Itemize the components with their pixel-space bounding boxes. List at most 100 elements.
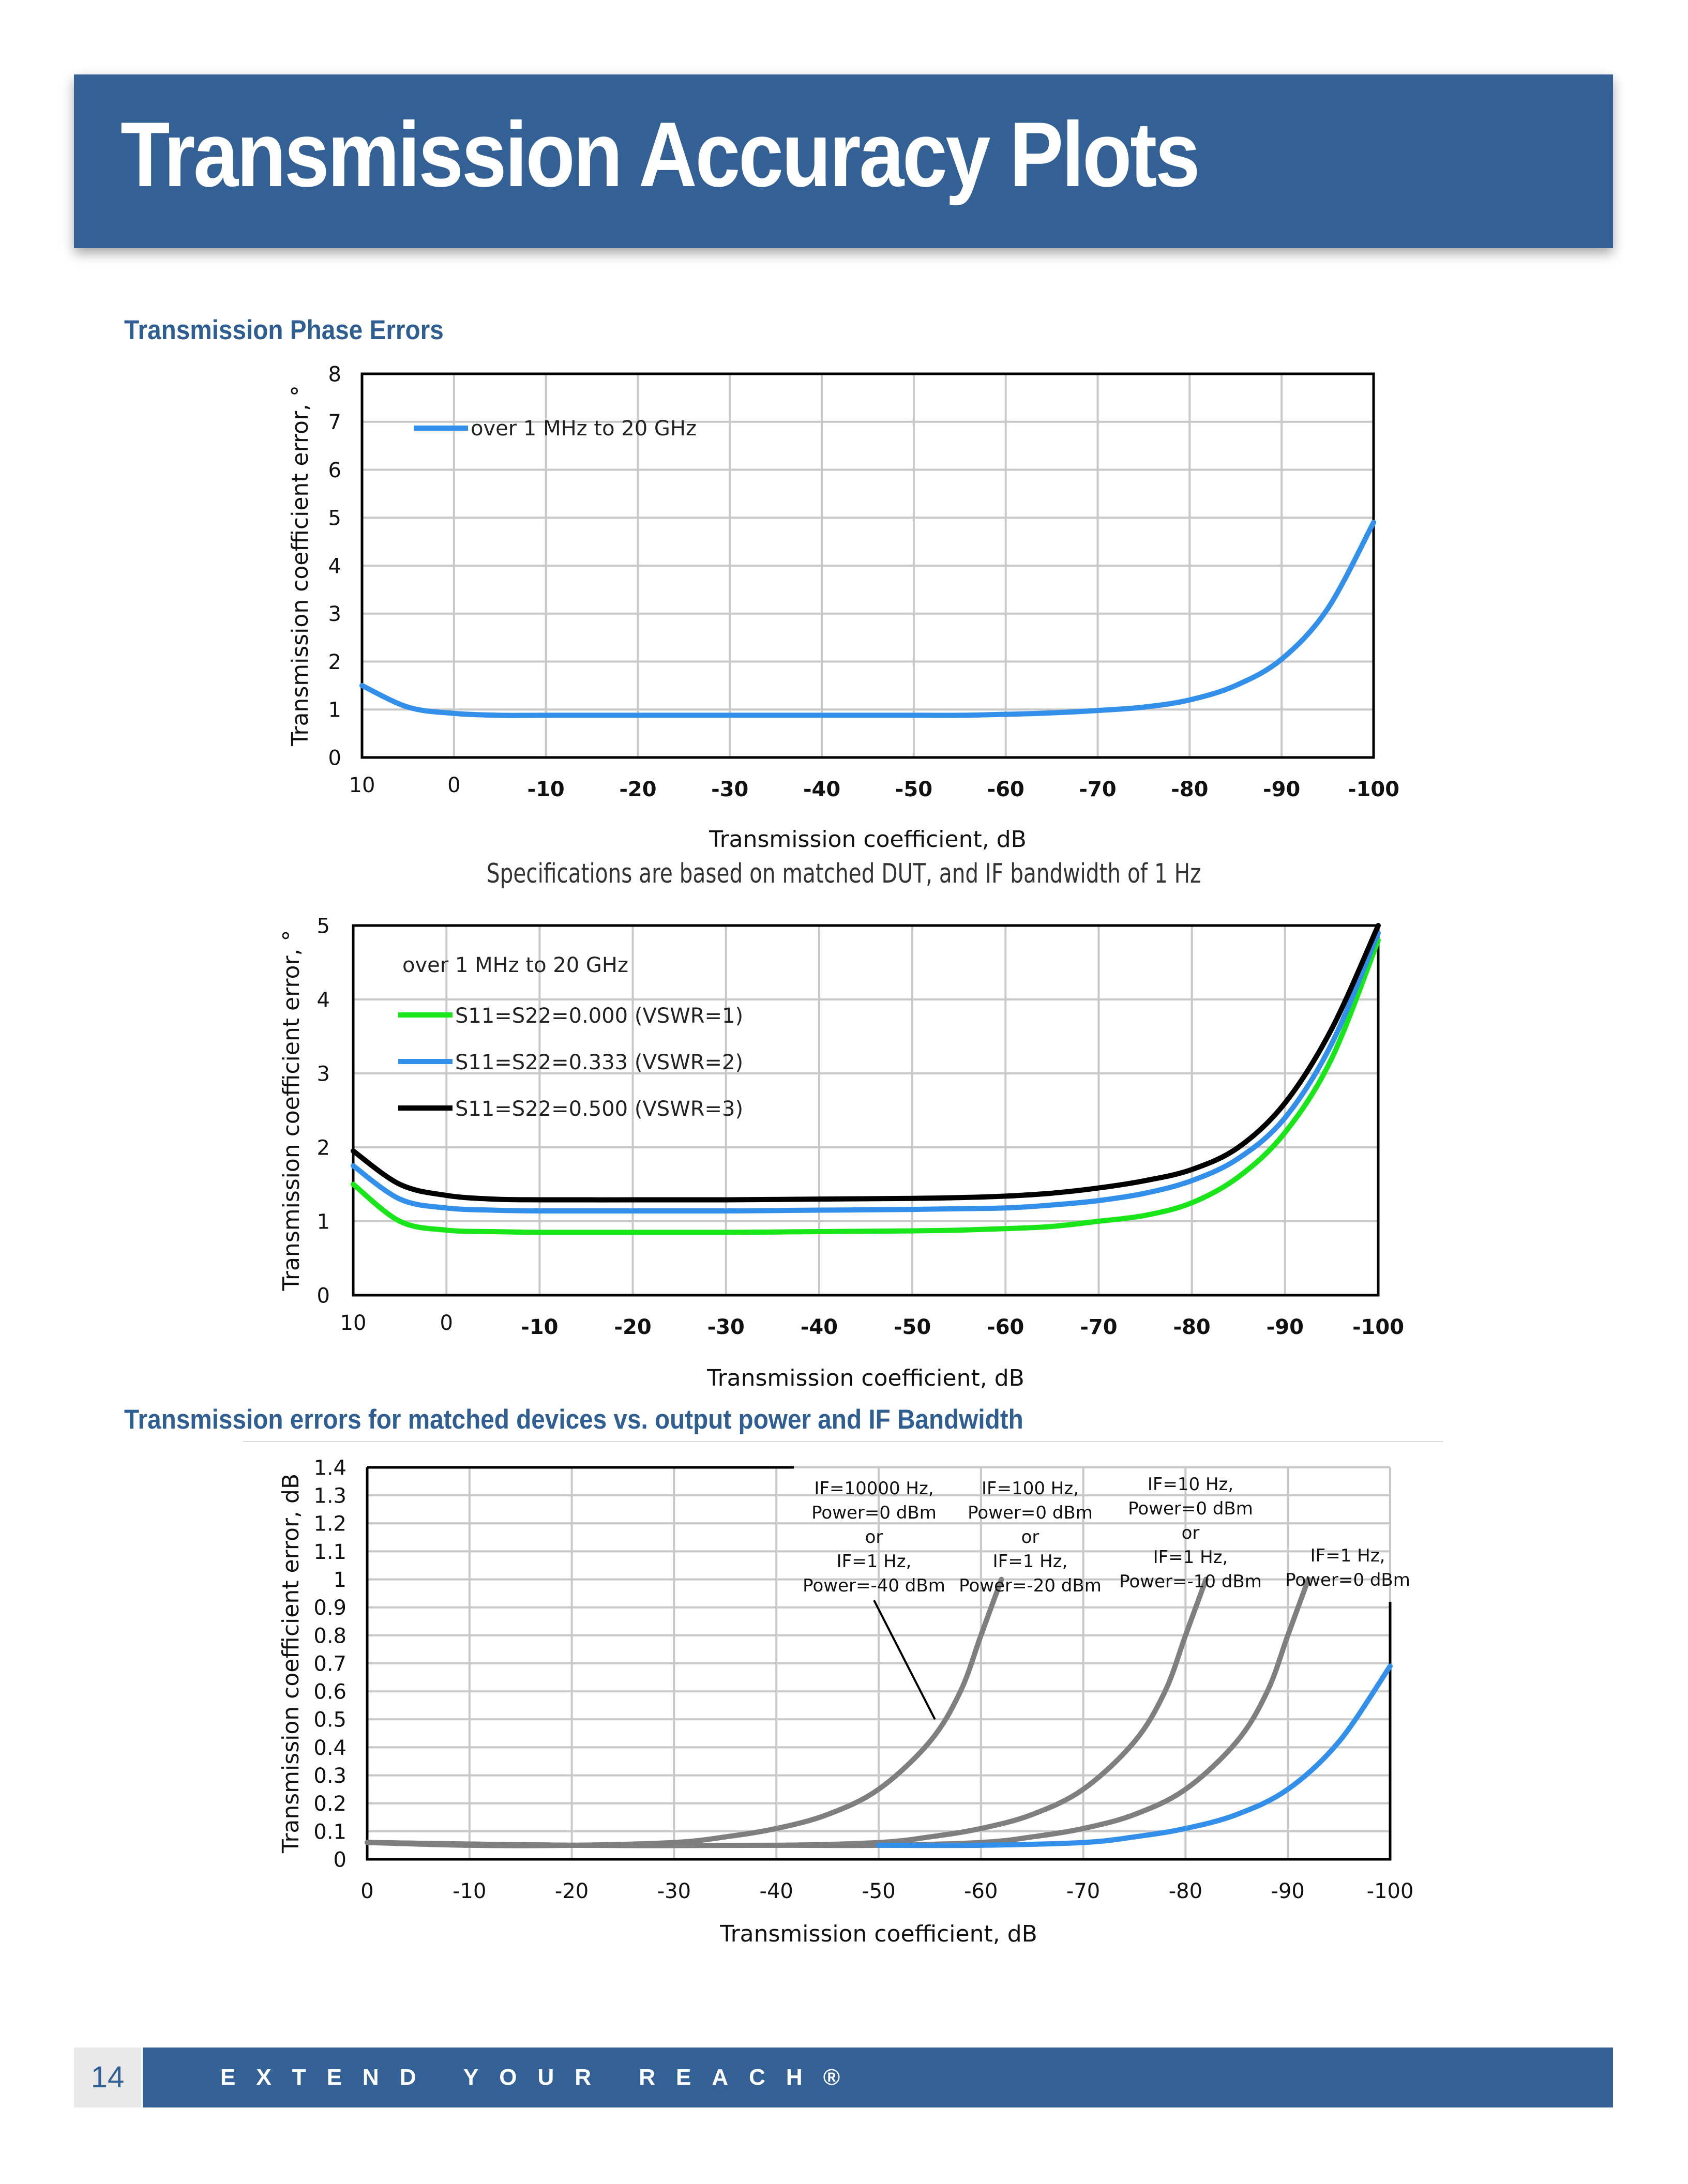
annotation-text: Power=0 dBm	[1285, 1570, 1410, 1590]
annotation-text: Power=-10 dBm	[1119, 1571, 1262, 1592]
annotation-text: IF=1 Hz,	[837, 1551, 912, 1572]
annotation-text: Power=-40 dBm	[803, 1575, 945, 1596]
y-tick-label: 1.2	[313, 1512, 346, 1536]
y-tick-label: 1.1	[313, 1540, 346, 1564]
y-tick-label: 0.6	[313, 1680, 346, 1704]
y-tick-label: 1.4	[313, 1456, 346, 1480]
annotation-text: or	[1021, 1527, 1039, 1548]
x-tick-label: -10	[521, 1315, 558, 1339]
y-axis-label: Transmission coefficient error, dB	[278, 1474, 304, 1854]
section-heading-matched-devices: Transmission errors for matched devices …	[124, 1404, 1023, 1435]
x-tick-label: 0	[440, 1311, 453, 1335]
series-line-2	[365, 1576, 1311, 1848]
x-tick-label: -40	[760, 1879, 793, 1903]
x-tick-label: 10	[349, 774, 375, 797]
x-tick-label: -70	[1080, 1315, 1117, 1339]
plot-frame	[360, 372, 1375, 759]
magnitude-error-chart: 0 -10 -20 -30 -40 -50 -60 -70 -80 -90 -100 0 0.1 0.2 0…	[278, 1456, 1414, 1947]
annotation-text: Power=0 dBm	[1128, 1498, 1253, 1519]
x-tick-label: -100	[1348, 778, 1399, 801]
x-tick-label: 0	[447, 774, 460, 797]
x-tick-label: -50	[894, 1315, 931, 1339]
y-tick-label: 0.9	[313, 1596, 346, 1620]
footer-bar: EXTEND YOUR REACH®	[143, 2048, 1613, 2107]
title-banner: Transmission Accuracy Plots	[74, 74, 1613, 248]
x-tick-label: -40	[801, 1315, 838, 1339]
x-tick-label: -80	[1169, 1879, 1202, 1903]
y-tick-label: 1.3	[313, 1484, 346, 1508]
x-axis-label: Transmission coefficient, dB	[719, 1921, 1037, 1947]
annotation-text: or	[1182, 1523, 1200, 1543]
y-tick-label: 5	[317, 914, 330, 938]
annotation-text: IF=10 Hz,	[1148, 1474, 1233, 1495]
x-tick-label: -10	[528, 778, 565, 801]
annotation-arrow	[873, 1600, 936, 1720]
x-tick-label: -80	[1171, 778, 1208, 801]
footer-tagline: EXTEND YOUR REACH®	[220, 2065, 861, 2090]
page-title: Transmission Accuracy Plots	[120, 103, 1200, 206]
x-tick-label: -20	[614, 1315, 651, 1339]
y-axis-label: Transmission coefficient error, °	[287, 385, 313, 747]
y-tick-label: 1	[334, 1568, 346, 1592]
x-tick-label: -100	[1352, 1315, 1404, 1339]
annotation-text: IF=1 Hz,	[1153, 1547, 1228, 1568]
x-tick-label: -90	[1267, 1315, 1304, 1339]
y-tick-label: 8	[328, 362, 341, 386]
section-heading-phase-errors: Transmission Phase Errors	[124, 315, 444, 345]
x-tick-label: -30	[657, 1879, 691, 1903]
plot-frame	[352, 924, 1380, 1297]
y-tick-label: 0.7	[313, 1652, 346, 1676]
x-axis-label: Transmission coefficient, dB	[709, 826, 1027, 853]
series-line-0	[359, 520, 1376, 718]
y-tick-label: 0.8	[313, 1624, 346, 1648]
vswr-error-chart: 10 0 -10 -20 -30 -40 -50 -60 -70 -80 -90 -100 0 1 2 3 4 5…	[278, 914, 1404, 1391]
series-line-3	[876, 1663, 1393, 1848]
x-tick-label: -70	[1079, 778, 1116, 801]
x-tick-label: -10	[453, 1879, 486, 1903]
legend-label: S11=S22=0.000 (VSWR=1)	[455, 1004, 743, 1028]
x-axis-label: Transmission coefficient, dB	[706, 1365, 1024, 1391]
y-tick-label: 0.2	[313, 1792, 346, 1816]
annotation-text: Power=-20 dBm	[959, 1575, 1102, 1596]
x-tick-label: -30	[707, 1315, 745, 1339]
annotation-text: IF=10000 Hz,	[814, 1478, 933, 1499]
footer-page-number: 14	[91, 2060, 125, 2094]
spec-note: Specifications are based on matched DUT,…	[0, 858, 1688, 889]
x-tick-label: -40	[803, 778, 840, 801]
y-tick-label: 0.3	[313, 1764, 346, 1788]
y-tick-label: 3	[317, 1062, 330, 1086]
x-tick-label: -70	[1066, 1879, 1100, 1903]
legend-label: over 1 MHz to 20 GHz	[471, 417, 697, 441]
y-tick-label: 0.5	[313, 1708, 346, 1732]
x-tick-label: 10	[340, 1311, 367, 1335]
series-line-0	[351, 937, 1381, 1235]
x-tick-label: -80	[1173, 1315, 1211, 1339]
x-tick-label: -50	[895, 778, 932, 801]
annotation-text: Power=0 dBm	[968, 1503, 1093, 1523]
legend-title: over 1 MHz to 20 GHz	[402, 953, 628, 977]
y-axis-label: Transmission coefficient error, °	[278, 930, 305, 1291]
series-line-1	[365, 1576, 1209, 1848]
x-tick-label: -30	[711, 778, 748, 801]
x-tick-label: -60	[987, 1315, 1024, 1339]
series-line-2	[351, 923, 1381, 1203]
series-line-0	[365, 1576, 1004, 1848]
x-tick-label: -90	[1263, 778, 1300, 801]
legend-label: S11=S22=0.333 (VSWR=2)	[455, 1051, 743, 1074]
x-tick-label: -60	[964, 1879, 998, 1903]
x-tick-label: -90	[1271, 1879, 1305, 1903]
footer-page-number-box: 14	[74, 2048, 141, 2107]
x-tick-label: 0	[360, 1879, 373, 1903]
annotation-text: IF=100 Hz,	[982, 1478, 1079, 1499]
y-tick-label: 6	[328, 459, 341, 482]
y-tick-label: 0	[317, 1284, 330, 1308]
legend-label: S11=S22=0.500 (VSWR=3)	[455, 1097, 743, 1121]
x-tick-label: -100	[1367, 1879, 1414, 1903]
y-tick-label: 0	[328, 746, 341, 770]
y-tick-label: 3	[328, 602, 341, 626]
x-tick-label: -50	[862, 1879, 895, 1903]
x-tick-label: -60	[987, 778, 1024, 801]
y-tick-label: 0.1	[313, 1820, 346, 1844]
spec-note-text: Specifications are based on matched DUT,…	[487, 858, 1201, 889]
y-tick-label: 2	[317, 1136, 330, 1160]
